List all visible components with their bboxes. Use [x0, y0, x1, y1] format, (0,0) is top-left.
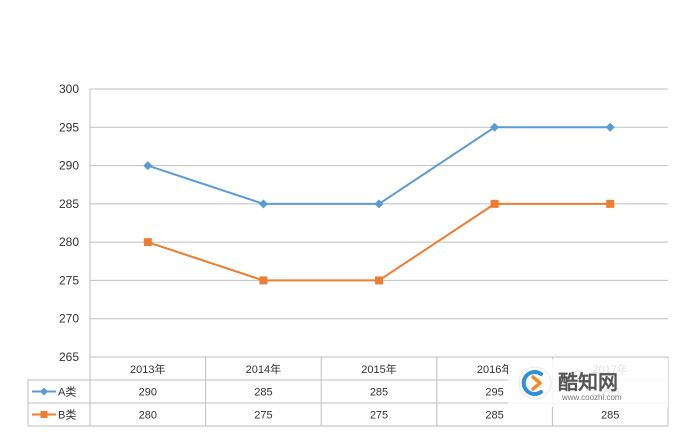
table-cell-value: 290: [139, 387, 157, 399]
y-tick-label: 275: [59, 273, 79, 287]
table-cell-value: 280: [139, 410, 157, 422]
legend-key-marker: [40, 387, 48, 396]
table-cell-value: 275: [370, 410, 388, 422]
data-point: [259, 276, 268, 285]
data-point: [375, 276, 383, 285]
watermark: 酷知网 www.coozhi.com: [508, 359, 668, 407]
table-cell-value: 285: [254, 387, 272, 399]
table-cell-value: 285: [370, 387, 388, 399]
data-point: [606, 199, 615, 208]
x-category-label: 2013年: [130, 362, 165, 376]
y-tick-label: 285: [59, 197, 79, 211]
legend-series-name: B类: [58, 408, 76, 422]
y-tick-label: 270: [59, 312, 79, 326]
data-point: [143, 161, 153, 171]
legend-key-marker: [40, 411, 48, 418]
table-cell-value: 295: [485, 387, 503, 399]
series-lines: [143, 122, 615, 285]
legend-series-name: A类: [58, 385, 76, 399]
x-category-label: 2016年: [477, 362, 512, 376]
y-tick-label: 295: [59, 120, 79, 134]
table-cell-value: 275: [254, 410, 272, 422]
x-category-label: 2015年: [361, 362, 396, 376]
y-tick-label: 280: [59, 235, 79, 249]
table-cell-value: 285: [485, 410, 503, 422]
watermark-brand: 酷知网: [558, 370, 618, 394]
data-point: [258, 199, 268, 209]
data-point: [490, 122, 500, 132]
x-category-label: 2014年: [246, 362, 281, 376]
data-point: [490, 199, 499, 208]
watermark-url: www.coozhi.com: [561, 393, 622, 402]
gridlines: [89, 88, 668, 358]
data-point: [374, 199, 384, 209]
y-axis-ticks: 265 270 275 280 285 290 295 300: [59, 82, 79, 364]
data-point: [143, 238, 152, 247]
y-tick-label: 300: [59, 82, 79, 96]
coozhi-logo-icon: [518, 366, 552, 400]
y-tick-label: 290: [59, 159, 79, 173]
y-tick-label: 265: [59, 350, 79, 364]
table-cell-value: 285: [601, 410, 619, 422]
data-point: [605, 122, 615, 132]
